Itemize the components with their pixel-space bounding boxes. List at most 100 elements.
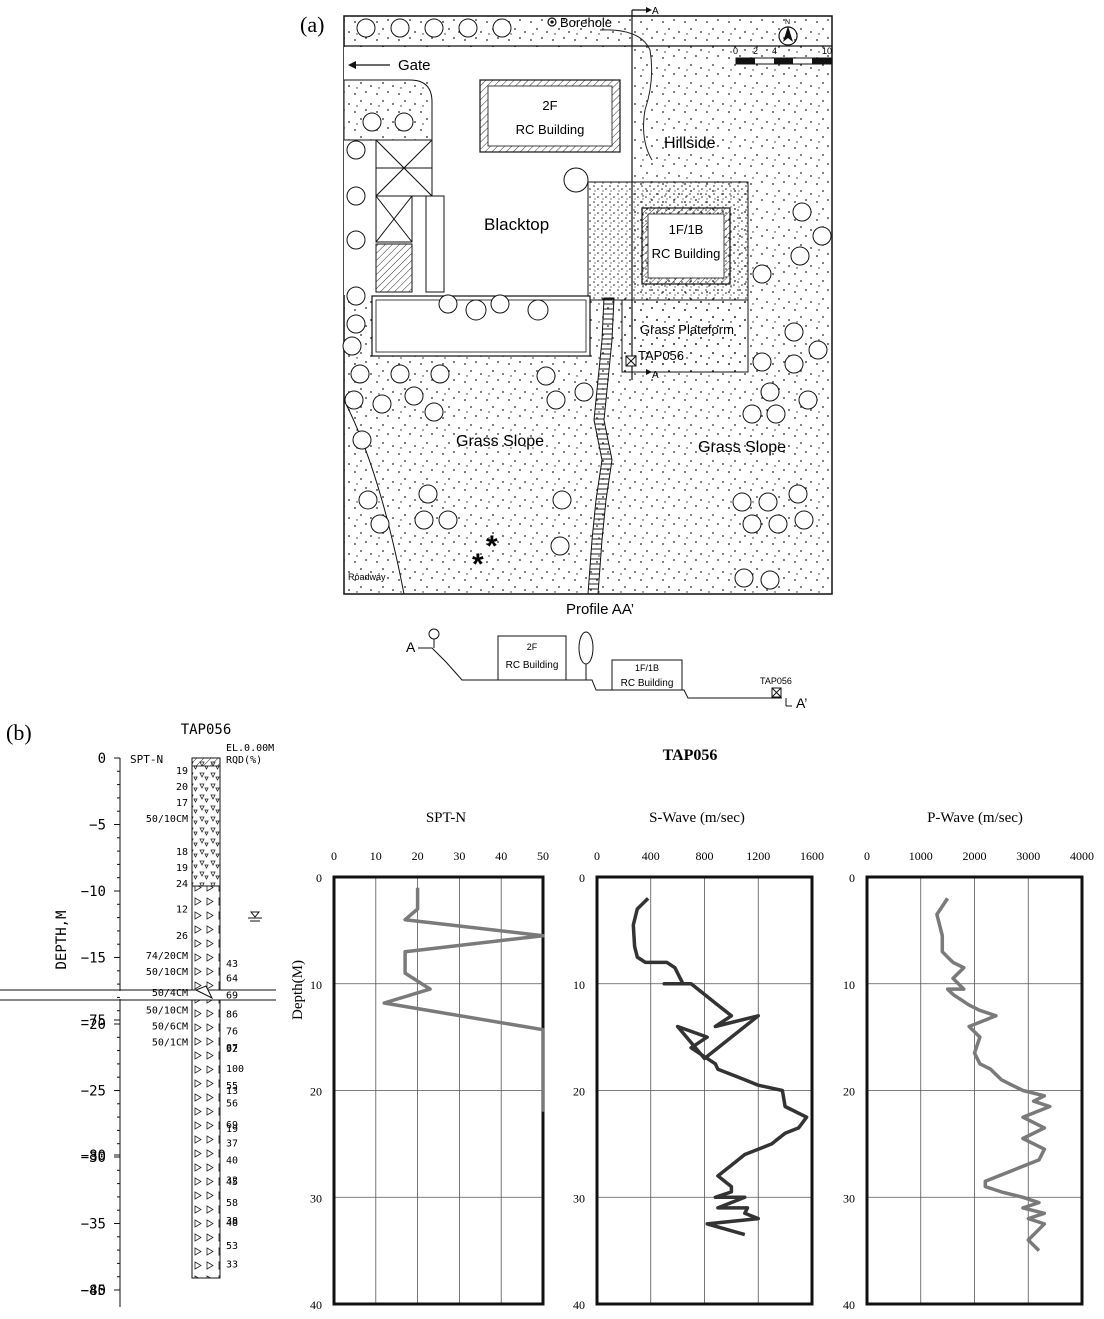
borelog: (b) TAP056 SPT-N EL.0.00M RQD(%) DEPTH,M… xyxy=(0,720,276,1307)
y-tick-label: 10 xyxy=(573,978,585,992)
profile-section: Profile AA’ A 2F RC Building 1F/1B RC Bu… xyxy=(406,601,807,711)
series-line xyxy=(631,897,809,1237)
x-tick-label: 0 xyxy=(331,849,337,863)
rqd-value: 76 xyxy=(226,1027,238,1038)
x-tick-label: 1200 xyxy=(746,849,770,863)
spt-value: 20 xyxy=(176,782,188,793)
depth-tick-label: 0 xyxy=(98,751,106,767)
section-a-bottom: A xyxy=(652,370,659,381)
x-tick-label: 400 xyxy=(642,849,660,863)
x-tick-label: 800 xyxy=(696,849,714,863)
spt-value: 50/10CM xyxy=(146,814,188,825)
depth-tick-label: −85 xyxy=(81,1283,106,1299)
depth-tick-label: −30 xyxy=(81,1150,106,1166)
y-tick-label: 20 xyxy=(573,1085,585,1099)
rqd-value: 19 xyxy=(226,1124,238,1135)
stream-path xyxy=(599,29,653,161)
rqd-value: 13 xyxy=(226,1086,238,1097)
borehole-label: Borehole xyxy=(560,15,612,30)
spt-value: 50/4CM xyxy=(152,988,188,999)
plot-frame xyxy=(595,875,814,1306)
x-tick-label: 1000 xyxy=(909,849,933,863)
x-tick-label: 3000 xyxy=(1016,849,1040,863)
svg-text:10: 10 xyxy=(822,46,832,56)
svg-text:2: 2 xyxy=(753,46,758,56)
x-tick-label: 0 xyxy=(864,849,870,863)
rqd-value: 86 xyxy=(226,1009,238,1020)
rqd-value: 64 xyxy=(226,973,238,984)
plot-frame xyxy=(865,875,1084,1306)
chart-title: S-Wave (m/sec) xyxy=(649,810,745,826)
rqd-value: 100 xyxy=(226,1064,244,1075)
x-tick-label: 50 xyxy=(537,849,549,863)
stairway xyxy=(587,297,615,595)
y-tick-label: 0 xyxy=(316,871,322,885)
grass-plateform-area xyxy=(621,299,749,373)
x-tick-label: 4000 xyxy=(1070,849,1094,863)
panel-b-label: (b) xyxy=(6,720,32,745)
spt-value: 50/1CM xyxy=(152,1037,188,1048)
svg-text:*: * xyxy=(486,530,498,563)
grass-plateform-label: Grass Plateform xyxy=(640,322,734,337)
svg-text:1F/1B: 1F/1B xyxy=(669,222,704,237)
y-axis-label: Depth(M) xyxy=(290,960,306,1020)
rqd-value: 32 xyxy=(226,1175,238,1186)
depth-tick-label: −5 xyxy=(89,818,106,834)
chart-group: SPT-N 0 10 20 30 40 50 0 10 20 30 40 Depth(M) S-Wave … xyxy=(290,810,1094,1312)
x-tick-label: 0 xyxy=(594,849,600,863)
rqd-value: 37 xyxy=(226,1138,238,1149)
rqd-value: 53 xyxy=(226,1241,238,1252)
svg-text:RC Building: RC Building xyxy=(506,660,559,671)
borelog-title: TAP056 xyxy=(181,722,232,738)
north-arrow-icon: N xyxy=(778,19,798,46)
depth-tick-label: −35 xyxy=(81,1217,106,1233)
svg-text:2F: 2F xyxy=(527,642,538,652)
y-tick-label: 0 xyxy=(849,871,855,885)
x-tick-label: 10 xyxy=(370,849,382,863)
rqd-value: 69 xyxy=(226,1120,238,1131)
spt-value: 19 xyxy=(176,863,188,874)
y-tick-label: 30 xyxy=(843,1191,855,1205)
x-tick-label: 1600 xyxy=(800,849,824,863)
depth-tick-label: −10 xyxy=(81,884,106,900)
borehole-icon xyxy=(547,17,557,27)
charts-header: TAP056 xyxy=(663,747,718,764)
y-tick-label: 40 xyxy=(310,1298,322,1312)
series-line xyxy=(935,897,1052,1252)
y-tick-label: 20 xyxy=(310,1085,322,1099)
spt-value: 12 xyxy=(176,904,188,915)
profile-ground-line xyxy=(418,647,782,699)
borelog-rqd-label: RQD(%) xyxy=(226,755,262,766)
section-a-top: A xyxy=(652,6,659,17)
svg-text:4: 4 xyxy=(772,46,777,56)
rqd-value: 33 xyxy=(226,1259,238,1270)
rqd-value: 56 xyxy=(226,1098,238,1109)
svg-text:0: 0 xyxy=(733,46,738,56)
roadway-label: Roadway xyxy=(348,572,386,582)
borelog-el-label: EL.0.00M xyxy=(226,743,274,754)
spt-value: 18 xyxy=(176,847,188,858)
soil-layer xyxy=(191,757,221,887)
spt-value: 24 xyxy=(176,879,188,890)
rqd-value: 48 xyxy=(226,1218,238,1229)
x-tick-label: 20 xyxy=(412,849,424,863)
depth-tick-label: −25 xyxy=(81,1084,106,1100)
borelog-axis-label: DEPTH,M xyxy=(54,910,70,969)
borelog-spt-label: SPT-N xyxy=(130,753,163,766)
svg-text:RC Building: RC Building xyxy=(516,122,585,137)
spt-n-chart: SPT-N 0 10 20 30 40 50 0 10 20 30 40 Depth(M) xyxy=(290,810,549,1312)
s-wave-chart: S-Wave (m/sec) 0 400 800 1200 1600 0 10 20 30 40 xyxy=(573,810,824,1312)
profile-building-1f xyxy=(611,659,683,691)
rqd-value: 38 xyxy=(226,1216,238,1227)
x-tick-label: 30 xyxy=(453,849,465,863)
svg-text:RC Building: RC Building xyxy=(621,678,674,689)
rqd-value: 55 xyxy=(226,1081,238,1092)
hillside-label: Hillside xyxy=(664,135,716,152)
rqd-value: 45 xyxy=(226,1177,238,1188)
svg-text:RC Building: RC Building xyxy=(652,246,721,261)
blacktop-label: Blacktop xyxy=(484,215,549,234)
rqd-value: 40 xyxy=(226,1156,238,1167)
x-tick-label: 2000 xyxy=(963,849,987,863)
asterisk-icons: * * xyxy=(472,530,498,581)
site-map: (a) A Borehole Gate 0 2 4 10 N xyxy=(300,6,833,595)
